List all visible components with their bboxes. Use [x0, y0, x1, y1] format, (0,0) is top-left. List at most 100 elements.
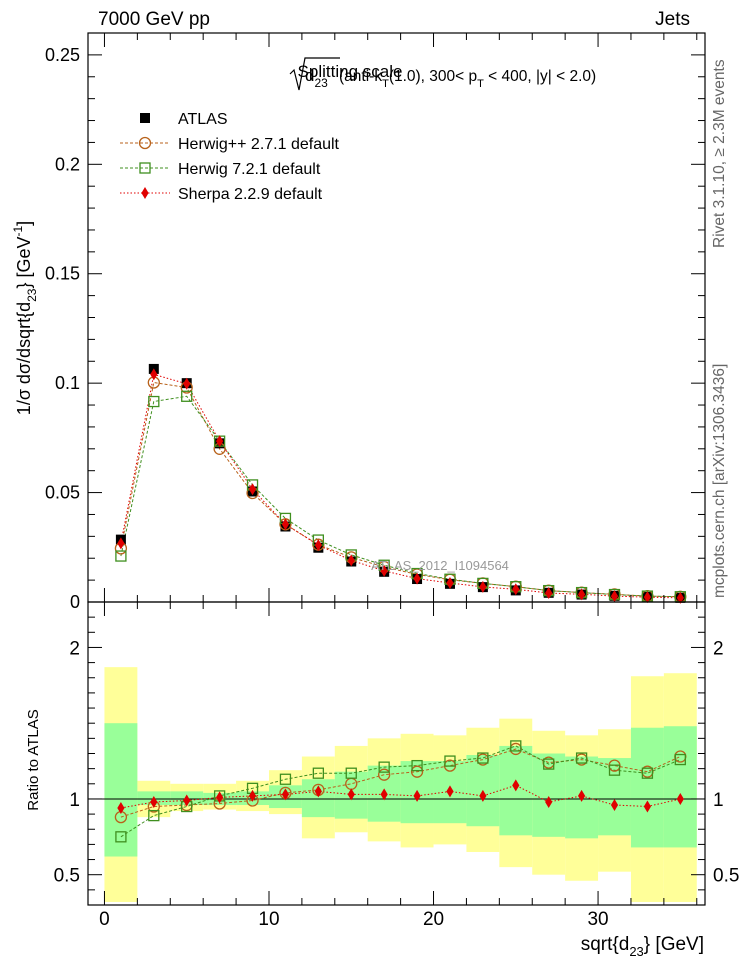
ratio-uncertainty-bands [88, 667, 705, 902]
ratio-point-herwig7 [411, 759, 423, 772]
main-point-sherpa [545, 587, 553, 600]
ratio-line-sherpa [120, 784, 681, 809]
main-point-sherpa [643, 591, 652, 604]
ratio-point-sherpa [216, 791, 224, 804]
ratio-point-sherpa [380, 788, 388, 801]
ratio-point-sherpa [512, 779, 520, 792]
ratio-point-herwig7 [148, 809, 160, 822]
ratio-point-sherpa [117, 802, 125, 815]
ratio-point-herwig7 [608, 764, 621, 776]
main-point-herwig7 [148, 395, 160, 408]
ratio-point-herwig7 [115, 831, 127, 843]
main-axis-ticks: 0 0.05 0.1 0.15 0.2 0.25 [45, 33, 705, 612]
main-point-herwig7 [115, 550, 127, 562]
title-d23: d23 [305, 66, 328, 90]
title-jet-selection: (anti-kT(1.0), 300< pT < 400, |y| < 2.0) [339, 68, 596, 90]
main-point-sherpa [150, 368, 158, 381]
x-tick-label: 0 [99, 909, 110, 930]
header-jets: Jets [655, 9, 690, 30]
ratio-point-sherpa [610, 799, 619, 812]
ratio-y-axis-label: Ratio to ATLAS [25, 709, 42, 810]
x-tick-label: 30 [587, 909, 608, 930]
main-point-sherpa [479, 580, 487, 593]
legend-label-herwig7: Herwig 7.2.1 default [178, 161, 321, 178]
legend: ATLAS Herwig++ 2.7.1 default Herwig 7.2.1 … [120, 111, 340, 203]
legend-marker-atlas [140, 113, 150, 123]
main-point-sherpa [380, 564, 388, 577]
ratio-y-tick-label: 1 [69, 790, 80, 811]
ratio-point-sherpa [150, 795, 158, 808]
ratio-point-herwigpp [378, 768, 391, 781]
main-y-tick-label: 0.1 [55, 373, 80, 393]
x-axis-label: sqrt{d23} [GeV] [581, 934, 704, 959]
main-title: Splitting scale [298, 62, 403, 81]
ratio-point-sherpa [413, 789, 421, 802]
main-point-sherpa [512, 583, 520, 596]
ratio-point-herwig7 [279, 773, 292, 785]
ratio-point-sherpa [643, 800, 652, 813]
ratio-band-inner [598, 758, 631, 836]
ratio-band-inner [104, 723, 138, 857]
main-y-tick-label: 0.05 [45, 483, 80, 503]
ratio-point-herwig7 [575, 752, 588, 764]
main-y-tick-label: 0.2 [55, 154, 80, 174]
main-point-sherpa [183, 377, 191, 390]
rivet-version-label: Rivet 3.1.10, ≥ 2.3M events [711, 59, 728, 248]
main-point-sherpa [676, 591, 684, 604]
ratio-point-herwig7 [378, 761, 390, 773]
ratio-point-herwig7 [345, 767, 357, 779]
main-y-tick-label: 0 [70, 592, 80, 612]
ratio-y-tick-label-right: 0.5 [713, 866, 739, 887]
ratio-point-herwig7 [674, 753, 686, 766]
ratio-point-herwig7 [510, 740, 522, 752]
x-tick-label: 20 [423, 909, 444, 930]
main-point-sherpa [446, 576, 454, 589]
ratio-point-sherpa [578, 789, 586, 802]
ratio-point-herwig7 [312, 767, 324, 779]
legend-label-sherpa: Sherpa 2.2.9 default [178, 186, 323, 203]
ratio-band-inner [663, 726, 697, 848]
ratio-band-inner [532, 753, 566, 837]
main-line-herwig7 [120, 395, 681, 598]
ratio-y-tick-label: 0.5 [54, 866, 80, 887]
ratio-band-inner [630, 727, 664, 848]
ratio-data-layer [114, 740, 687, 843]
ratio-point-sherpa [446, 785, 454, 798]
ratio-y-tick-label-right: 1 [713, 790, 724, 811]
ratio-axis-ticks: 0.5 0.51 12 20 10 20 30 [54, 602, 739, 930]
main-panel: 00.050.10.150.20.25 Splitting scale d23 … [11, 32, 706, 612]
analysis-watermark: ATLAS_2012_I1094564 [371, 558, 509, 573]
main-point-sherpa [248, 483, 257, 496]
main-point-sherpa [281, 518, 290, 531]
ratio-point-sherpa [248, 789, 257, 802]
mcplots-label: mcplots.cern.ch [arXiv:1306.3436] [711, 364, 728, 598]
legend-marker-herwig7 [139, 162, 151, 174]
ratio-point-herwig7 [641, 767, 654, 779]
ratio-point-herwig7 [477, 752, 489, 764]
ratio-point-herwig7 [543, 758, 555, 770]
legend-marker-sherpa [141, 187, 149, 199]
ratio-point-herwig7 [444, 755, 456, 767]
main-point-sherpa [117, 537, 125, 550]
ratio-point-sherpa [314, 785, 322, 798]
legend-label-atlas: ATLAS [178, 111, 228, 128]
ratio-panel: 0.5 0.51 12 20 10 20 30 Ratio to ATLAS sqrt{d2… [25, 601, 739, 959]
ratio-point-sherpa [676, 792, 684, 805]
ratio-y-tick-label: 2 [69, 638, 80, 659]
ratio-point-sherpa [347, 788, 355, 801]
main-point-sherpa [347, 554, 355, 567]
ratio-point-herwigpp [410, 765, 424, 778]
main-point-sherpa [610, 590, 619, 603]
main-point-sherpa [578, 588, 586, 601]
main-point-herwig7 [181, 390, 193, 402]
main-point-sherpa [413, 572, 421, 585]
main-point-sherpa [216, 435, 224, 448]
header-energy: 7000 GeV pp [98, 9, 210, 30]
ratio-point-sherpa [479, 789, 487, 802]
legend-marker-herwigpp [138, 136, 152, 150]
main-y-tick-label: 0.25 [45, 45, 80, 65]
ratio-y-tick-label-right: 2 [713, 638, 724, 659]
legend-label-herwigpp: Herwig++ 2.7.1 default [178, 136, 340, 153]
sqrt-symbol [289, 57, 340, 91]
